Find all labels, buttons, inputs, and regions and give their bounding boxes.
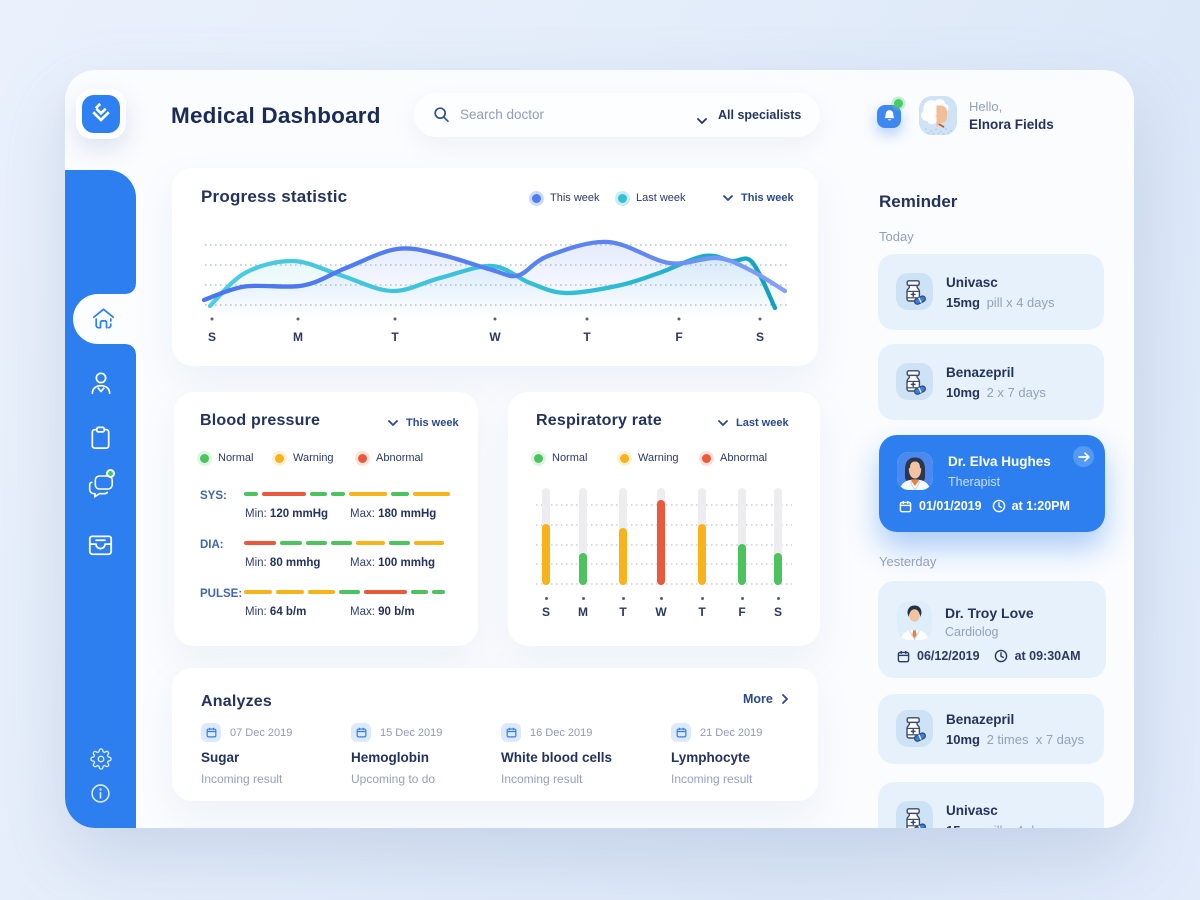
svg-text:T: T — [583, 330, 591, 344]
svg-text:M: M — [293, 330, 303, 344]
svg-text:F: F — [675, 330, 682, 344]
svg-text:W: W — [489, 330, 501, 344]
svg-text:S: S — [208, 330, 216, 344]
svg-text:T: T — [391, 330, 399, 344]
svg-text:S: S — [756, 330, 764, 344]
